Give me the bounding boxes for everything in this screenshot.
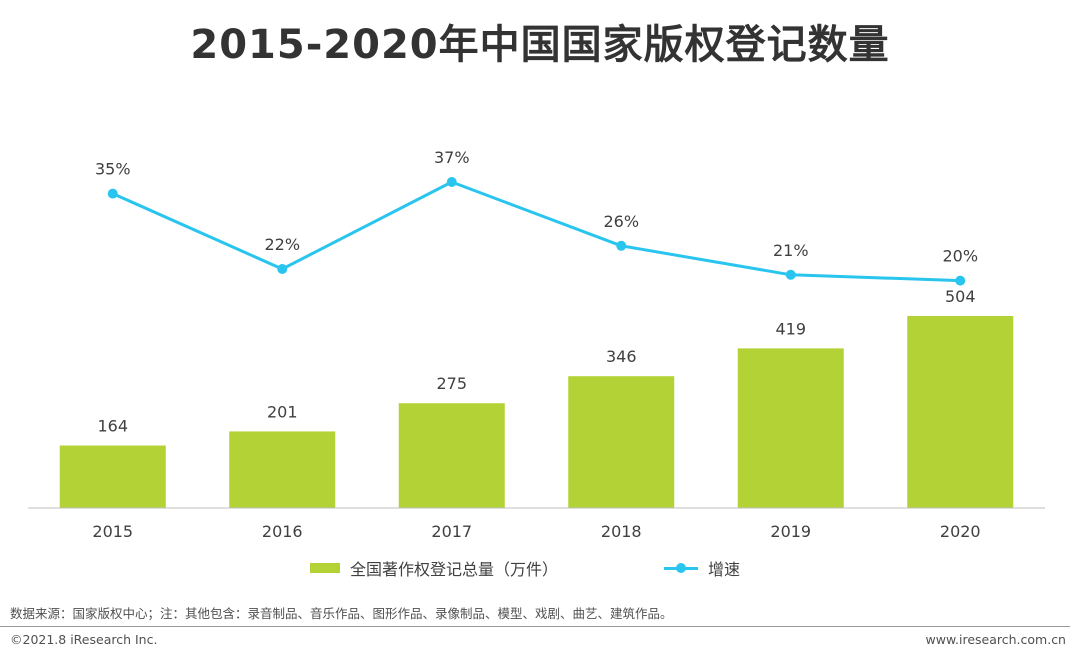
chart: 164 2015 201 2016 275 2017 346 2018 419 2019 504 20… — [28, 148, 1045, 541]
growth-point — [277, 264, 288, 274]
legend-line-swatch — [664, 561, 698, 575]
footer-copyright: ©2021.8 iResearch Inc. — [10, 632, 158, 647]
growth-point — [107, 188, 118, 199]
growth-point — [616, 240, 627, 251]
growth-value-label: 20% — [942, 247, 978, 266]
bar-value-label: 164 — [97, 417, 128, 436]
bar — [398, 403, 505, 508]
growth-point — [785, 269, 796, 280]
bar-value-label: 201 — [267, 402, 298, 421]
x-tick-label: 2016 — [262, 522, 303, 541]
x-tick-label: 2018 — [601, 522, 642, 541]
legend-line-label: 增速 — [708, 560, 741, 579]
bar — [568, 376, 675, 508]
source-note: 数据来源：国家版权中心；注：其他包含：录音制品、音乐作品、图形作品、录像制品、模… — [10, 606, 673, 621]
footer-website[interactable]: www.iresearch.com.cn — [925, 632, 1067, 647]
legend-item-bar: 全国著作权登记总量（万件） — [310, 554, 558, 582]
bar-value-label: 346 — [606, 347, 637, 366]
growth-value-label: 22% — [264, 235, 300, 254]
bar — [907, 316, 1014, 508]
x-tick-label: 2020 — [940, 522, 981, 541]
legend-bar-swatch — [310, 563, 340, 573]
growth-point — [446, 177, 457, 187]
growth-value-label: 26% — [603, 212, 639, 231]
growth-point — [955, 275, 966, 286]
x-tick-label: 2019 — [770, 522, 811, 541]
footer-divider — [0, 626, 1070, 627]
legend: 全国著作权登记总量（万件） 增速 — [0, 554, 1080, 582]
legend-item-line: 增速 — [664, 554, 740, 582]
growth-value-label: 35% — [95, 160, 131, 179]
bar — [229, 431, 336, 508]
bar-value-label: 275 — [436, 374, 467, 393]
x-tick-label: 2017 — [431, 522, 472, 541]
chart-title: 2015-2020年中国国家版权登记数量 — [190, 22, 890, 68]
bar — [59, 445, 166, 508]
bar-value-label: 504 — [945, 287, 976, 306]
bar-value-label: 419 — [775, 319, 806, 338]
growth-line — [112, 180, 961, 283]
growth-value-label: 37% — [434, 148, 470, 167]
growth-value-label: 21% — [773, 241, 809, 260]
x-tick-label: 2015 — [92, 522, 133, 541]
legend-bar-label: 全国著作权登记总量（万件） — [350, 560, 559, 579]
bar — [737, 348, 844, 508]
